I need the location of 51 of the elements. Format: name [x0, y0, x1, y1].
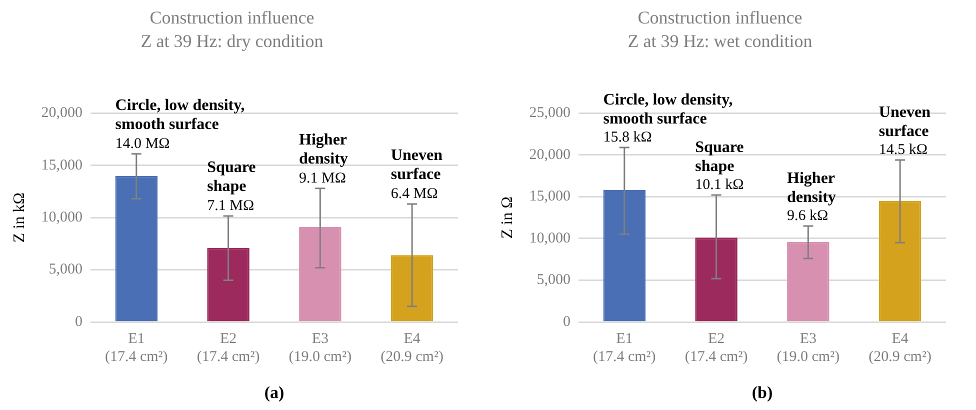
y-axis-title: Z in Ω — [498, 196, 516, 239]
chart-title: Construction influence — [638, 8, 802, 28]
annotation: Higher — [787, 170, 836, 187]
annotation: density — [787, 188, 836, 206]
annotation: 7.1 MΩ — [207, 198, 254, 214]
annotation: Square — [207, 159, 256, 176]
annotation: density — [299, 150, 348, 168]
y-tick-label: 0 — [74, 314, 82, 330]
text: (a) — [264, 383, 284, 402]
y-tick-label: 25,000 — [529, 105, 570, 122]
annotation: Square — [695, 139, 744, 156]
annotation: Higher — [299, 131, 348, 148]
annotation: 9.1 MΩ — [299, 170, 346, 186]
y-tick-label: 10,000 — [41, 210, 82, 226]
y-tick-label: 15,000 — [529, 188, 570, 205]
data-label: 9.6 kΩ — [787, 208, 828, 224]
data-label: 10.1 kΩ — [695, 177, 744, 194]
data-label: 14.5 kΩ — [878, 142, 928, 158]
annotation: shape — [695, 158, 734, 176]
data-label: 15.8 kΩ — [603, 129, 652, 146]
y-tick-label: 10,000 — [529, 230, 570, 246]
y-tick-label: 20,000 — [41, 105, 82, 122]
annotation: smooth surface — [603, 110, 707, 128]
chart-title: Construction influence — [150, 8, 314, 28]
x-tick-label: E4 (20.9 cm²) — [868, 330, 932, 365]
chart-subtitle: Z at 39 Hz: dry condition — [140, 31, 324, 52]
y-tick-label: 5,000 — [48, 262, 82, 278]
y-axis-title: Z in kΩ — [10, 192, 28, 243]
y-tick-label: 20,000 — [529, 146, 570, 163]
annotation: Circle, low density, — [603, 91, 733, 108]
annotation: surface — [390, 166, 441, 184]
text: (b) — [752, 383, 773, 402]
annotation: shape — [207, 178, 246, 196]
x-tick-label: E2 (17.4 cm²) — [196, 330, 260, 365]
annotation: 6.4 MΩ — [390, 186, 438, 202]
x-tick-label: E3 (19.0 cm²) — [776, 330, 840, 365]
y-tick-label: 15,000 — [41, 157, 82, 174]
annotation: Uneven — [390, 147, 443, 164]
annotation: surface — [878, 122, 929, 140]
chart-subtitle: Z at 39 Hz: wet condition — [628, 31, 812, 52]
annotation: Circle, low density, — [115, 96, 245, 114]
x-tick-label: E2 (17.4 cm²) — [684, 330, 748, 365]
annotation: 14.0 MΩ — [115, 136, 170, 152]
x-tick-label: E4 (20.9 cm²) — [380, 330, 444, 365]
x-tick-label: E3 (19.0 cm²) — [288, 330, 352, 365]
x-tick-label: E1 (17.4 cm²) — [104, 330, 168, 365]
x-tick-label: E1 (17.4 cm²) — [592, 330, 656, 365]
y-tick-label: 0 — [562, 314, 570, 330]
annotation: Uneven — [878, 104, 931, 121]
y-tick-label: 5,000 — [536, 272, 570, 288]
annotation: smooth surface — [115, 116, 219, 133]
